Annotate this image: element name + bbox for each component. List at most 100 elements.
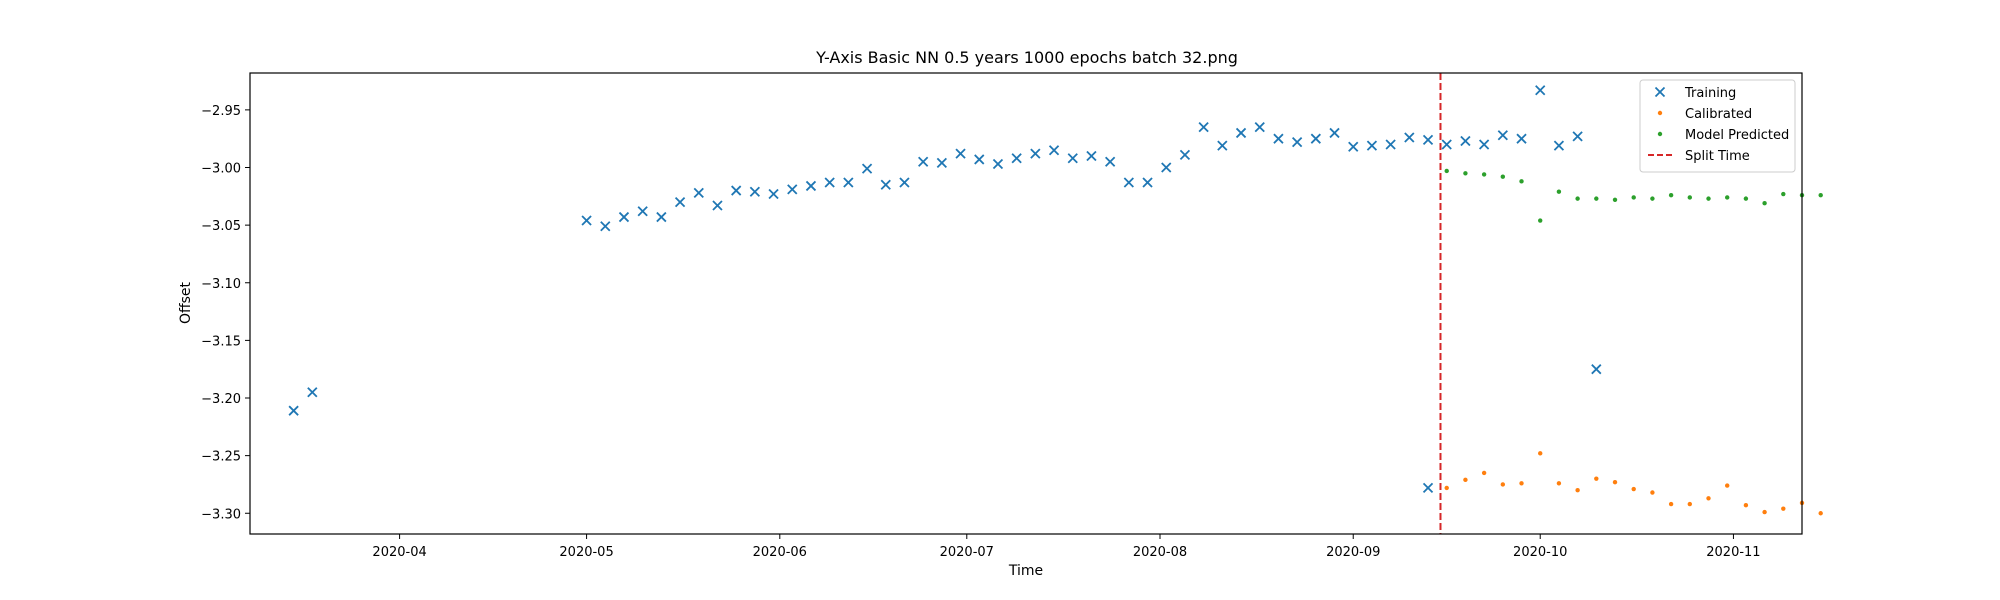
data-point	[1422, 482, 1434, 494]
data-point	[936, 157, 947, 169]
data-point	[1444, 168, 1449, 174]
data-point	[1706, 496, 1711, 501]
data-point	[1273, 133, 1284, 144]
y-tick-label: −3.15	[201, 334, 241, 349]
data-point	[974, 154, 985, 165]
y-tick-label: −2.95	[201, 104, 241, 119]
data-point	[1179, 149, 1191, 160]
x-tick-label: 2020-06	[753, 545, 807, 560]
data-point	[1422, 134, 1434, 145]
data-point	[1668, 501, 1674, 507]
x-tick-label: 2020-09	[1326, 545, 1380, 560]
data-point	[1594, 196, 1599, 201]
data-point	[1463, 477, 1468, 483]
data-point	[1650, 196, 1655, 201]
data-point	[1687, 501, 1693, 507]
chart-title: Y-Axis Basic NN 0.5 years 1000 epochs ba…	[815, 48, 1238, 67]
data-point	[1291, 137, 1303, 148]
data-point	[1650, 490, 1655, 495]
y-tick-label: −3.25	[201, 450, 241, 465]
data-point	[1011, 153, 1022, 164]
data-point	[1519, 481, 1524, 486]
data-point	[1556, 189, 1562, 194]
data-point	[955, 148, 966, 159]
data-point	[1572, 131, 1583, 142]
data-point	[618, 211, 630, 223]
data-point	[1668, 192, 1674, 198]
y-axis: −2.95 −3.00 −3.05 −3.10 −3.15 −3.20 −3.25 −3.30	[201, 104, 250, 522]
data-point	[1743, 502, 1749, 508]
data-point	[880, 179, 891, 190]
x-tick-label: 2020-05	[559, 545, 613, 560]
data-point	[1310, 133, 1321, 144]
data-point	[1706, 196, 1711, 201]
legend-label: Training	[1684, 86, 1736, 101]
data-point	[1818, 511, 1823, 516]
data-point	[1460, 135, 1471, 147]
data-point	[1762, 201, 1767, 206]
x-tick-label: 2020-04	[372, 545, 426, 560]
y-tick-label: −3.00	[201, 162, 241, 177]
data-point	[1463, 171, 1468, 176]
data-point	[824, 177, 835, 188]
legend-box	[1639, 79, 1796, 173]
data-point	[674, 196, 686, 208]
data-point	[1404, 132, 1415, 143]
data-point	[1535, 85, 1546, 96]
data-point	[805, 180, 817, 192]
y-axis-label: Offset	[178, 281, 194, 324]
data-point	[1575, 196, 1580, 201]
data-point	[637, 206, 648, 217]
data-point	[1553, 140, 1565, 151]
data-point	[1348, 141, 1359, 152]
data-point	[1631, 195, 1636, 200]
legend: Training Calibrated Model Predicted Split T…	[1639, 79, 1796, 173]
data-point	[712, 200, 723, 211]
y-tick-label: −3.30	[201, 507, 241, 522]
data-point	[1444, 485, 1449, 491]
data-point	[307, 387, 318, 398]
data-point	[1612, 479, 1618, 485]
data-point	[749, 186, 761, 197]
data-point	[1594, 476, 1599, 481]
data-point	[1254, 122, 1265, 133]
legend-item: Model Predicted	[1657, 128, 1789, 143]
data-point	[1762, 509, 1767, 515]
data-point	[1441, 139, 1452, 150]
data-point	[1048, 145, 1060, 156]
data-point	[1612, 197, 1618, 202]
legend-item: Split Time	[1648, 149, 1750, 164]
data-point	[1481, 172, 1487, 177]
series-calibrated	[1444, 451, 1823, 516]
data-point	[600, 221, 611, 232]
data-point	[1235, 127, 1247, 139]
data-point	[1591, 364, 1602, 375]
data-point	[581, 215, 592, 226]
series-training	[288, 85, 1602, 494]
data-point	[1538, 218, 1543, 223]
y-tick-label: −3.10	[201, 277, 241, 292]
data-point	[1556, 481, 1562, 486]
data-point	[1030, 148, 1041, 159]
data-point	[992, 158, 1004, 170]
data-point	[768, 188, 779, 200]
data-point	[1161, 162, 1172, 173]
data-point	[1743, 196, 1749, 201]
data-point	[731, 185, 742, 196]
legend-label: Split Time	[1685, 149, 1750, 164]
data-point	[1516, 133, 1527, 144]
data-point	[1481, 470, 1487, 476]
series-model-predicted	[1444, 168, 1823, 223]
data-point	[861, 163, 873, 174]
data-point	[1385, 139, 1396, 150]
legend-item: Calibrated	[1657, 107, 1752, 122]
legend-label: Calibrated	[1685, 107, 1752, 122]
x-tick-label: 2020-11	[1706, 545, 1760, 560]
data-point	[918, 156, 929, 167]
data-point	[1818, 192, 1823, 198]
data-point	[288, 405, 299, 416]
data-point	[1105, 156, 1116, 167]
data-point	[1366, 140, 1378, 151]
data-point	[1217, 140, 1228, 151]
